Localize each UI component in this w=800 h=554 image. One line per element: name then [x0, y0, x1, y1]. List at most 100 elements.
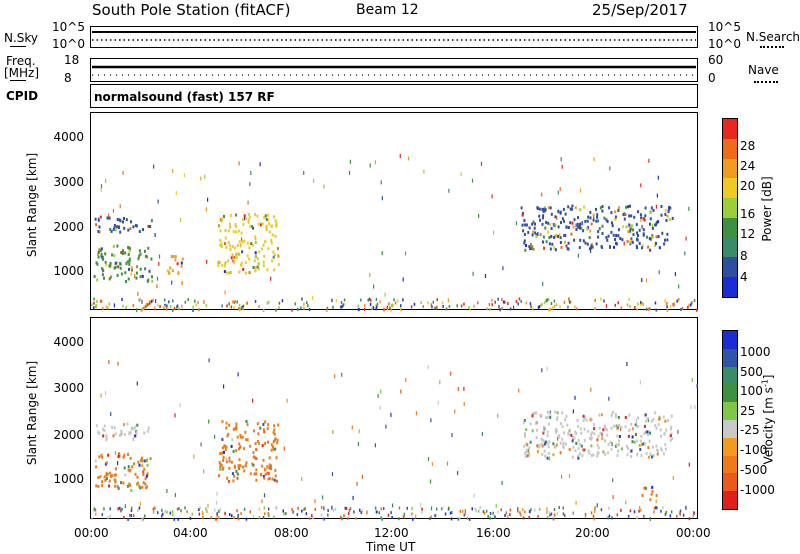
power-range-tick-4000: 4000 — [53, 130, 84, 144]
backscatter-cell — [669, 514, 672, 518]
backscatter-cell — [627, 514, 630, 518]
backscatter-cell — [542, 438, 545, 442]
backscatter-cell — [113, 426, 116, 430]
backscatter-cell — [524, 248, 527, 252]
backscatter-cell — [489, 516, 491, 520]
backscatter-cell — [628, 214, 631, 218]
backscatter-cell — [193, 454, 195, 459]
backscatter-cell — [311, 514, 313, 518]
backscatter-cell — [224, 229, 227, 232]
nave-label: Nave — [748, 63, 779, 77]
backscatter-cell — [466, 516, 469, 520]
backscatter-cell — [537, 450, 539, 454]
colorbar-swatch — [723, 348, 737, 367]
backscatter-cell — [142, 481, 145, 485]
backscatter-cell — [525, 244, 527, 247]
backscatter-cell — [306, 301, 308, 305]
backscatter-cell — [623, 241, 625, 246]
backscatter-cell — [548, 242, 551, 246]
backscatter-cell — [246, 301, 248, 305]
backscatter-cell — [152, 298, 154, 302]
backscatter-cell — [421, 510, 423, 514]
backscatter-cell — [598, 227, 601, 230]
backscatter-cell — [123, 515, 125, 519]
backscatter-cell — [157, 303, 159, 307]
backscatter-cell — [225, 421, 228, 425]
backscatter-cell — [137, 460, 140, 464]
backscatter-cell — [245, 517, 248, 521]
backscatter-cell — [257, 267, 260, 271]
backscatter-cell — [268, 222, 271, 226]
backscatter-cell — [617, 209, 620, 212]
backscatter-cell — [644, 206, 647, 210]
backscatter-cell — [168, 300, 170, 304]
backscatter-cell — [667, 207, 670, 211]
backscatter-cell — [635, 419, 637, 423]
backscatter-cell — [666, 232, 669, 236]
backscatter-cell — [124, 504, 126, 509]
backscatter-cell — [411, 506, 413, 510]
backscatter-cell — [650, 419, 653, 423]
backscatter-cell — [270, 464, 272, 468]
backscatter-cell — [501, 298, 503, 301]
backscatter-cell — [375, 510, 378, 514]
backscatter-cell — [564, 212, 567, 216]
backscatter-cell — [439, 380, 441, 385]
backscatter-cell — [577, 216, 580, 220]
backscatter-cell — [535, 233, 538, 237]
backscatter-cell — [267, 213, 270, 217]
nsky-trace — [92, 31, 696, 41]
backscatter-cell — [112, 244, 115, 248]
backscatter-cell — [223, 264, 226, 268]
backscatter-cell — [136, 481, 139, 485]
backscatter-cell — [166, 510, 168, 514]
backscatter-cell — [241, 435, 244, 439]
backscatter-cell — [601, 437, 604, 441]
backscatter-cell — [596, 215, 599, 219]
backscatter-cell — [557, 225, 560, 229]
backscatter-cell — [105, 473, 108, 477]
backscatter-cell — [228, 302, 230, 306]
backscatter-cell — [255, 468, 258, 472]
backscatter-cell — [577, 253, 579, 258]
backscatter-cell — [252, 455, 255, 459]
backscatter-cell — [273, 432, 276, 436]
backscatter-cell — [571, 221, 574, 225]
backscatter-cell — [526, 443, 529, 447]
backscatter-cell — [206, 259, 208, 264]
backscatter-cell — [540, 437, 543, 441]
backscatter-cell — [369, 302, 372, 306]
backscatter-cell — [610, 230, 613, 234]
backscatter-cell — [251, 462, 254, 466]
backscatter-cell — [644, 486, 647, 490]
backscatter-cell — [568, 448, 571, 451]
backscatter-cell — [166, 269, 169, 273]
backscatter-cell — [631, 440, 634, 444]
backscatter-cell — [133, 514, 135, 518]
backscatter-cell — [258, 304, 260, 308]
backscatter-cell — [105, 178, 107, 183]
backscatter-cell — [536, 428, 539, 432]
backscatter-cell — [450, 517, 453, 521]
backscatter-cell — [262, 458, 265, 462]
backscatter-cell — [448, 188, 450, 193]
backscatter-cell — [102, 434, 105, 438]
backscatter-cell — [344, 506, 346, 510]
backscatter-cell — [645, 307, 648, 311]
backscatter-cell — [178, 307, 180, 311]
backscatter-cell — [132, 438, 135, 442]
backscatter-cell — [604, 452, 607, 456]
backscatter-cell — [670, 432, 673, 436]
backscatter-cell — [237, 464, 240, 468]
backscatter-cell — [559, 441, 562, 445]
backscatter-cell — [203, 300, 205, 304]
backscatter-cell — [127, 228, 130, 232]
backscatter-cell — [618, 435, 621, 438]
backscatter-cell — [571, 204, 574, 208]
backscatter-cell — [535, 411, 538, 415]
backscatter-cell — [664, 443, 667, 447]
backscatter-cell — [582, 229, 585, 233]
backscatter-cell — [99, 248, 102, 252]
backscatter-cell — [263, 430, 266, 434]
backscatter-cell — [268, 456, 271, 460]
